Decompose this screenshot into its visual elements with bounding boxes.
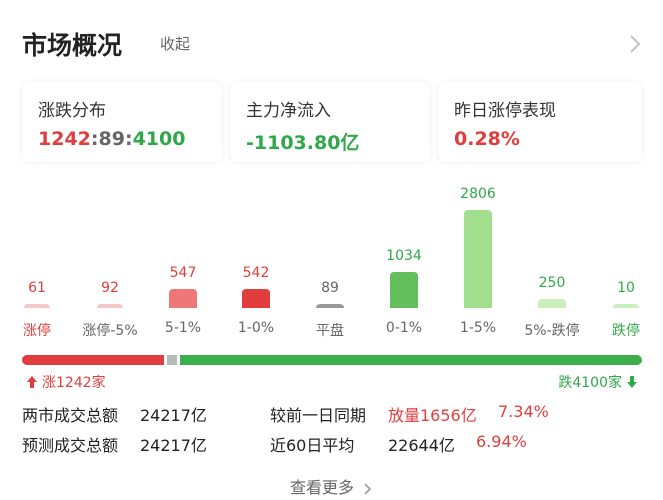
bar [464,210,492,308]
bar-category-label: 1-5% [459,320,497,336]
down-summary: 跌4100家 [558,372,642,392]
bar-value-label: 2806 [460,186,496,202]
bar [538,299,566,308]
distribution-bar-chart: 61 涨停 92 涨停-5% 547 5-1% 542 1-0% 89 平盘 1034 0-1% 280… [0,180,663,345]
bar-category-label: 涨停 [23,323,51,339]
view-more-label: 查看更多 [289,478,354,497]
bar-value-label: 61 [28,280,46,296]
bar-value-label: 89 [321,280,339,296]
bar-value-label: 92 [101,280,119,296]
flat-count: 89 [98,128,125,150]
avg60-pct: 6.94% [476,432,527,451]
bar-value-label: 250 [538,275,566,291]
arrow-down-icon [627,376,637,388]
bar-value-label: 1034 [386,248,422,264]
bar-category-label: 平盘 [316,323,344,339]
compare-label: 较前一日同期 [270,406,367,425]
distribution-value: 1242:89:4100 [38,128,185,150]
distribution-label: 涨跌分布 [38,101,106,121]
avg60-label: 近60日平均 [270,436,355,455]
separator: : [124,128,133,150]
up-count: 1242 [38,128,91,150]
summary-cards: 涨跌分布 1242:89:4100 主力净流入 -1103.80亿 昨日涨停表现… [22,82,642,162]
down-summary-label: 跌4100家 [558,375,622,391]
stats-row: 两市成交总额 24217亿 较前一日同期 放量1656亿 7.34% [22,402,642,425]
breadth-bar [22,355,642,365]
market-overview-header: 市场概况 收起 [22,26,643,62]
bar [24,304,50,308]
arrow-up-icon [27,376,37,388]
stats-row: 预测成交总额 24217亿 近60日平均 22644亿 6.94% [22,432,642,455]
bar [390,272,418,308]
limitup-value: 0.28% [454,128,520,150]
chevron-right-icon[interactable] [629,34,641,54]
bar-category-label: 5-1% [164,320,202,336]
forecast-label: 预测成交总额 [22,436,119,455]
down-count: 4100 [132,128,186,150]
separator: : [90,128,99,150]
change-pct: 7.34% [498,402,549,421]
flat-segment [167,355,177,365]
up-summary: 涨1242家 [22,372,106,392]
bar-category-label: 跌停 [612,323,640,339]
avg60-value: 22644亿 [388,436,455,455]
turnover-label: 两市成交总额 [22,406,119,425]
bar-value-label: 547 [169,265,197,281]
chevron-right-icon [364,482,372,495]
inflow-card[interactable]: 主力净流入 -1103.80亿 [230,82,430,162]
distribution-card[interactable]: 涨跌分布 1242:89:4100 [22,82,222,162]
inflow-value: -1103.80亿 [246,132,360,154]
bar-category-label: 0-1% [385,320,423,336]
bar [242,289,270,308]
up-segment [22,355,164,365]
turnover-value: 24217亿 [140,406,207,425]
view-more-link[interactable]: 查看更多 [0,474,663,498]
bar [613,304,639,308]
down-segment [180,355,642,365]
bar-value-label: 10 [617,280,635,296]
bar-category-label: 1-0% [237,320,275,336]
bar-value-label: 542 [242,265,270,281]
forecast-value: 24217亿 [140,436,207,455]
collapse-button[interactable]: 收起 [160,35,191,53]
up-summary-label: 涨1242家 [42,375,106,391]
volume-change: 放量1656亿 [388,406,477,425]
page-title: 市场概况 [22,31,123,60]
inflow-label: 主力净流入 [246,101,331,121]
bar-category-label: 涨停-5% [82,323,138,339]
bar-category-label: 5%-跌停 [524,323,580,339]
bar [97,304,123,308]
bar [169,289,197,308]
limitup-label: 昨日涨停表现 [454,101,556,121]
bar [316,304,344,308]
limitup-card[interactable]: 昨日涨停表现 0.28% [438,82,642,162]
